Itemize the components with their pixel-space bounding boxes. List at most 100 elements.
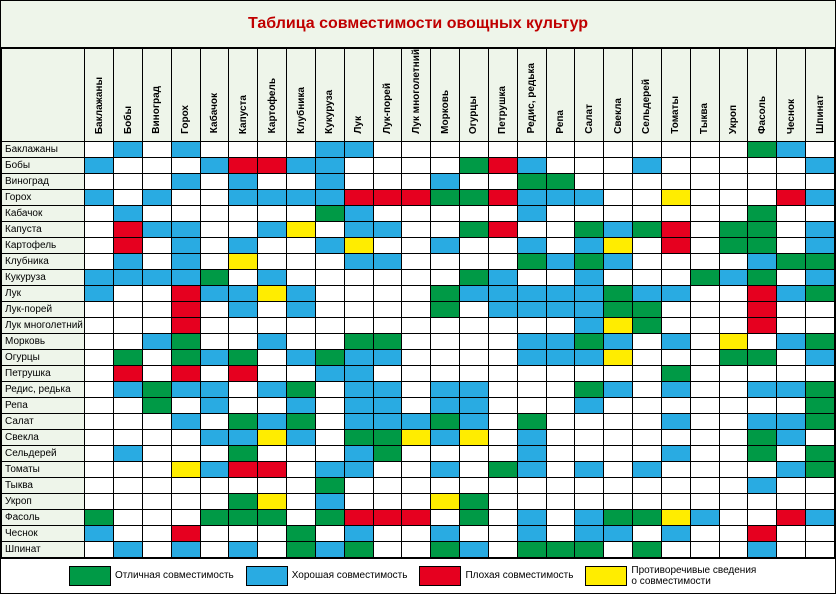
compat-cell <box>748 269 777 285</box>
col-header: Чеснок <box>777 49 806 142</box>
compat-cell <box>604 381 633 397</box>
table-row: Шпинат <box>2 541 835 557</box>
compat-cell <box>287 477 316 493</box>
compat-cell <box>200 237 229 253</box>
compat-cell <box>777 301 806 317</box>
compat-cell <box>748 285 777 301</box>
compat-cell <box>661 237 690 253</box>
compat-cell <box>200 413 229 429</box>
compat-cell <box>114 237 143 253</box>
compat-cell <box>142 301 171 317</box>
compat-cell <box>315 509 344 525</box>
compat-cell <box>633 285 662 301</box>
compat-cell <box>604 157 633 173</box>
compat-cell <box>517 477 546 493</box>
compat-cell <box>200 461 229 477</box>
compat-cell <box>431 221 460 237</box>
compat-cell <box>719 333 748 349</box>
compat-cell <box>633 205 662 221</box>
compat-cell <box>171 525 200 541</box>
compat-cell <box>373 525 402 541</box>
compat-cell <box>171 317 200 333</box>
row-header: Картофель <box>2 237 85 253</box>
compat-cell <box>431 461 460 477</box>
compat-cell <box>806 525 835 541</box>
table-row: Виноград <box>2 173 835 189</box>
compat-cell <box>460 477 489 493</box>
compat-cell <box>229 237 258 253</box>
compat-cell <box>402 461 431 477</box>
compat-cell <box>690 157 719 173</box>
col-header-label: Петрушка <box>497 86 508 134</box>
compat-cell <box>85 269 114 285</box>
compat-cell <box>229 173 258 189</box>
compat-cell <box>287 445 316 461</box>
compat-cell <box>287 525 316 541</box>
compat-cell <box>575 525 604 541</box>
compat-cell <box>85 429 114 445</box>
compat-cell <box>200 189 229 205</box>
compat-cell <box>661 269 690 285</box>
row-header: Клубника <box>2 253 85 269</box>
compat-cell <box>287 493 316 509</box>
compat-cell <box>315 493 344 509</box>
compat-cell <box>142 397 171 413</box>
compat-cell <box>431 301 460 317</box>
compat-cell <box>719 221 748 237</box>
compat-cell <box>488 173 517 189</box>
compat-cell <box>287 269 316 285</box>
compat-cell <box>200 221 229 237</box>
compat-cell <box>748 189 777 205</box>
compat-cell <box>604 333 633 349</box>
table-row: Огурцы <box>2 349 835 365</box>
compat-cell <box>546 413 575 429</box>
compat-cell <box>460 525 489 541</box>
compat-cell <box>460 141 489 157</box>
row-header: Репа <box>2 397 85 413</box>
compat-cell <box>546 461 575 477</box>
compat-cell <box>344 205 373 221</box>
table-row: Свекла <box>2 429 835 445</box>
compat-cell <box>777 285 806 301</box>
compat-cell <box>575 445 604 461</box>
compat-cell <box>661 173 690 189</box>
compat-cell <box>402 301 431 317</box>
col-header-label: Бобы <box>123 106 134 134</box>
compat-cell <box>402 157 431 173</box>
compat-cell <box>517 381 546 397</box>
compat-cell <box>488 221 517 237</box>
table-row: Лук <box>2 285 835 301</box>
compat-cell <box>661 317 690 333</box>
compat-cell <box>373 285 402 301</box>
compat-cell <box>517 237 546 253</box>
compat-cell <box>431 509 460 525</box>
compat-cell <box>142 221 171 237</box>
compat-cell <box>460 189 489 205</box>
compat-cell <box>200 157 229 173</box>
compat-cell <box>287 349 316 365</box>
compat-cell <box>690 397 719 413</box>
row-header: Тыква <box>2 477 85 493</box>
compat-cell <box>431 253 460 269</box>
compat-cell <box>258 269 287 285</box>
compat-cell <box>517 189 546 205</box>
compat-cell <box>777 317 806 333</box>
compat-cell <box>315 365 344 381</box>
compat-cell <box>431 157 460 173</box>
compat-cell <box>373 365 402 381</box>
compat-cell <box>142 141 171 157</box>
col-header: Репа <box>546 49 575 142</box>
table-row: Салат <box>2 413 835 429</box>
compat-cell <box>258 525 287 541</box>
compat-cell <box>460 461 489 477</box>
compat-cell <box>575 509 604 525</box>
compat-cell <box>488 317 517 333</box>
compat-cell <box>373 541 402 557</box>
compat-cell <box>719 429 748 445</box>
table-row: Тыква <box>2 477 835 493</box>
compat-cell <box>85 205 114 221</box>
compat-cell <box>488 237 517 253</box>
compat-cell <box>661 365 690 381</box>
compat-cell <box>142 269 171 285</box>
compat-cell <box>344 301 373 317</box>
